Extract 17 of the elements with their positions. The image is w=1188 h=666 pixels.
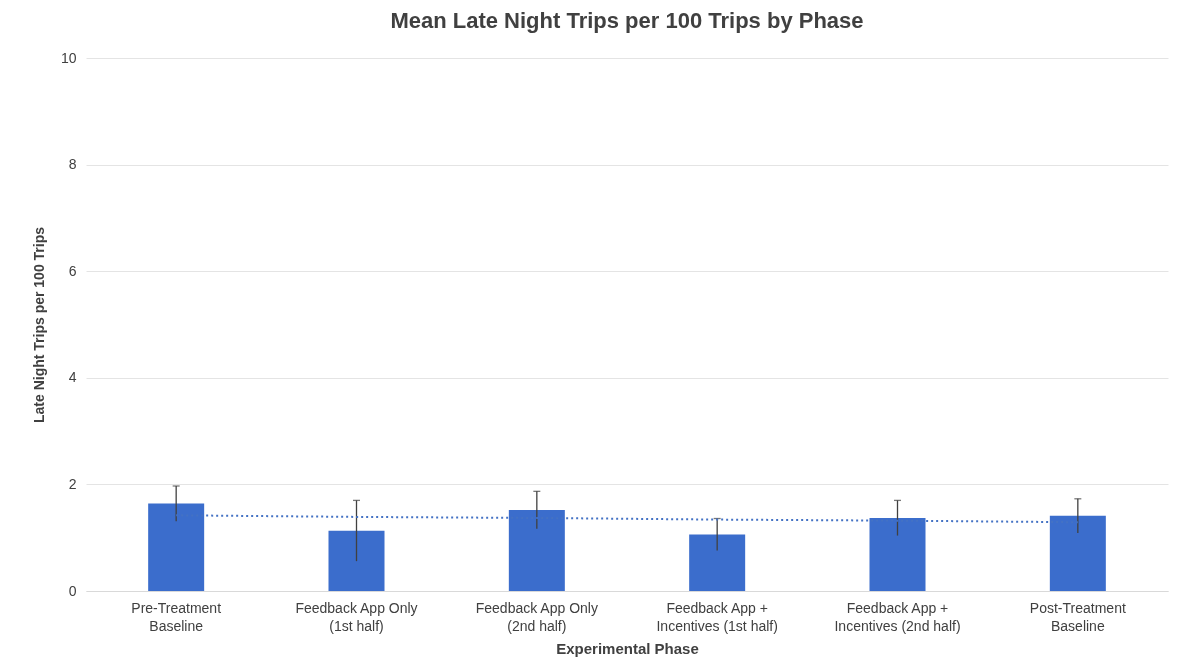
x-tick-label: Feedback App + Incentives (1st half): [656, 599, 778, 634]
x-tick-label: Feedback App Only (2nd half): [475, 599, 598, 634]
x-axis-title: Experimental Phase: [556, 639, 699, 657]
y-tick-label: 6: [68, 262, 77, 279]
y-tick-label: 8: [68, 156, 77, 173]
y-tick-label: 2: [68, 475, 77, 492]
x-tick-label: Pre-Treatment Baseline: [131, 599, 222, 634]
chart-title: Mean Late Night Trips per 100 Trips by Phase: [390, 8, 864, 33]
x-tick-label: Feedback App Only (1st half): [295, 599, 418, 634]
bar: [689, 534, 746, 591]
y-tick-label: 0: [68, 582, 77, 599]
bar: [328, 530, 385, 591]
y-tick-label: 10: [60, 49, 77, 66]
x-tick-label: Post-Treatment Baseline: [1029, 599, 1126, 634]
x-tick-label: Feedback App + Incentives (2nd half): [834, 599, 961, 634]
y-axis-title: Late Night Trips per 100 Trips: [30, 226, 47, 424]
y-tick-label: 4: [68, 369, 77, 386]
